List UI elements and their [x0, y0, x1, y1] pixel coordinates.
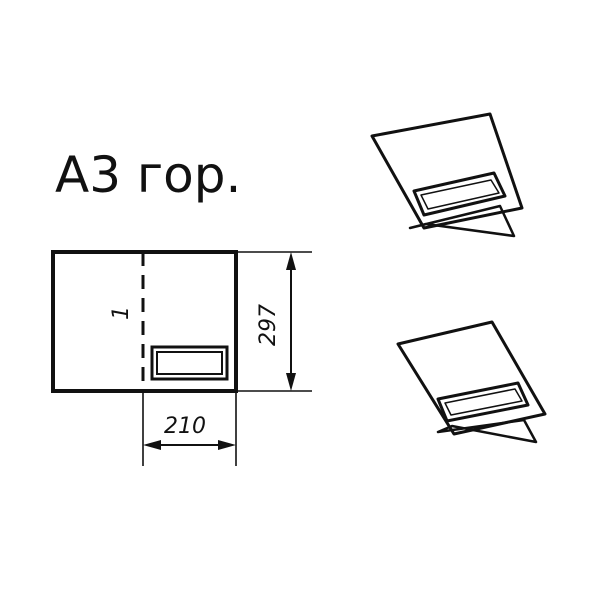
height-dimension: 297	[236, 251, 312, 392]
folded-sheet-illustration-1	[370, 112, 524, 238]
title-block	[150, 345, 229, 381]
title-block-inner	[156, 351, 223, 375]
folded-sheet-illustration-2	[396, 320, 547, 444]
fold-line-label: 1	[109, 306, 134, 320]
sheet-format-title: А3 гор.	[55, 146, 241, 204]
width-dimension-label: 210	[164, 414, 206, 439]
height-dimension-label: 297	[256, 304, 281, 346]
width-dimension: 210	[142, 391, 237, 466]
